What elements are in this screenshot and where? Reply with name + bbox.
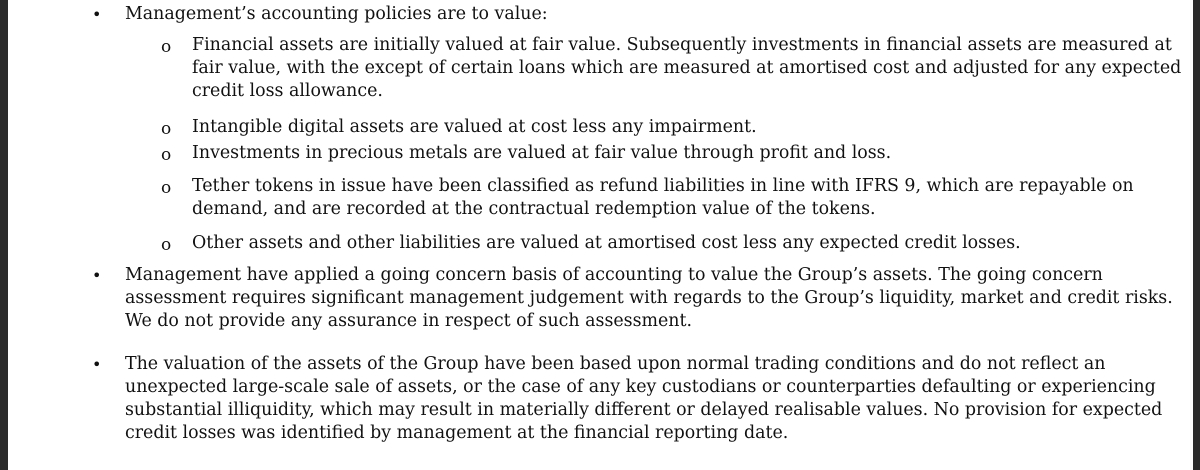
bullet-marker: • — [92, 355, 102, 374]
text-line: Management have applied a going concern … — [125, 265, 1103, 285]
text-line: We do not provide any assurance in respe… — [125, 311, 693, 331]
text-line: credit loss allowance. — [192, 81, 383, 101]
text-line: Intangible digital assets are valued at … — [192, 117, 757, 137]
text-line: Investments in precious metals are value… — [192, 143, 892, 163]
text-line: Other assets and other liabilities are v… — [192, 233, 1021, 253]
sub-bullet-marker: o — [161, 178, 172, 198]
text-line: unexpected large-scale sale of assets, o… — [125, 377, 1156, 397]
text-line: Management’s accounting policies are to … — [125, 4, 548, 24]
text-line: assessment requires significant manageme… — [125, 288, 1173, 308]
text-line: fair value, with the except of certain l… — [192, 58, 1182, 78]
sub-item-text: Tether tokens in issue have been classif… — [192, 175, 1134, 221]
sub-item-text: Investments in precious metals are value… — [192, 142, 891, 165]
text-line: substantial illiquidity, which may resul… — [125, 400, 1163, 420]
text-line: Financial assets are initially valued at… — [192, 35, 1172, 55]
bullet-text: Management’s accounting policies are to … — [125, 3, 548, 26]
sub-bullet-marker: o — [161, 37, 172, 57]
document-page: • Management’s accounting policies are t… — [8, 0, 1193, 470]
sub-bullet-marker: o — [161, 235, 172, 255]
sub-item-text: Other assets and other liabilities are v… — [192, 232, 1021, 255]
sub-bullet-marker: o — [161, 145, 172, 165]
text-line: The valuation of the assets of the Group… — [125, 354, 1106, 374]
bullet-text: Management have applied a going concern … — [125, 264, 1173, 333]
text-line: Tether tokens in issue have been classif… — [192, 176, 1134, 196]
text-line: demand, and are recorded at the contract… — [192, 199, 876, 219]
sub-bullet-marker: o — [161, 119, 172, 139]
bullet-marker: • — [92, 5, 102, 24]
text-line: credit losses was identified by manageme… — [125, 423, 789, 443]
bullet-text: The valuation of the assets of the Group… — [125, 353, 1162, 445]
sub-item-text: Financial assets are initially valued at… — [192, 34, 1181, 103]
bullet-marker: • — [92, 266, 102, 285]
sub-item-text: Intangible digital assets are valued at … — [192, 116, 757, 139]
